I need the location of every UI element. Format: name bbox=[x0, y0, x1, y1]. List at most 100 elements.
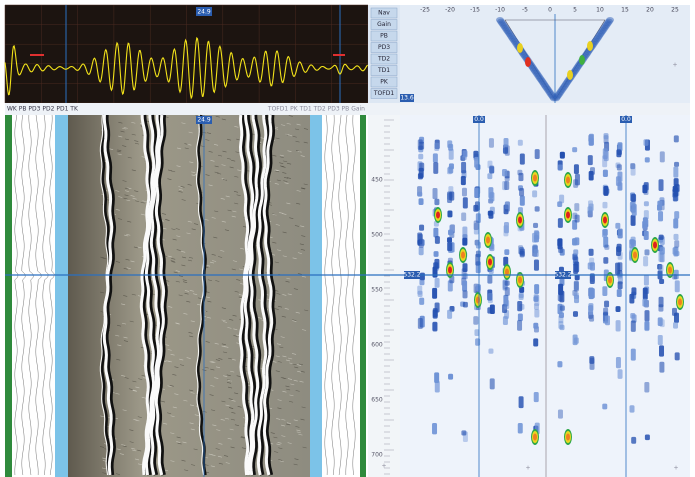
sector-axis-label: 25 bbox=[671, 7, 679, 14]
cscan-echo bbox=[602, 286, 607, 296]
cscan-echo bbox=[644, 210, 649, 219]
cscan-echo bbox=[575, 174, 580, 186]
cscan-echo bbox=[417, 192, 422, 197]
cscan-echo bbox=[603, 308, 608, 316]
cscan-echo bbox=[502, 169, 507, 176]
hit-core bbox=[653, 242, 657, 249]
cscan-echo bbox=[504, 181, 509, 190]
cscan-echo bbox=[589, 287, 594, 299]
cscan-echo bbox=[504, 300, 509, 309]
cscan-echo bbox=[419, 247, 424, 256]
sidebar-button-label[interactable]: PD3 bbox=[378, 44, 390, 51]
cscan-echo bbox=[616, 357, 621, 368]
sector-hot bbox=[587, 41, 593, 51]
cscan-echo bbox=[490, 378, 495, 389]
cscan-echo bbox=[462, 188, 467, 197]
sidebar-button-label[interactable]: Nav bbox=[378, 10, 390, 17]
cscan-echo bbox=[588, 305, 593, 315]
cscan-echo bbox=[573, 249, 578, 255]
cscan-echo bbox=[519, 294, 524, 300]
cscan-echo bbox=[645, 157, 650, 162]
cscan-echo bbox=[558, 238, 563, 249]
sidebar-button-label[interactable]: TOFD1 bbox=[373, 90, 394, 97]
cscan-echo bbox=[447, 242, 452, 251]
cscan-echo bbox=[462, 281, 467, 292]
cscan-echo bbox=[603, 257, 608, 264]
cscan-echo bbox=[617, 229, 622, 238]
cscan-echo bbox=[574, 164, 579, 174]
hit-core bbox=[678, 299, 682, 306]
cscan-echo bbox=[488, 187, 493, 198]
cscan-echo bbox=[617, 164, 622, 170]
cscan-echo bbox=[603, 170, 608, 177]
cscan-echo bbox=[487, 307, 492, 313]
cscan-echo bbox=[618, 281, 623, 289]
sector-hot bbox=[517, 43, 523, 53]
cscan-echo bbox=[504, 249, 509, 255]
cscan-echo bbox=[615, 263, 620, 275]
cscan-echo bbox=[447, 310, 452, 319]
cscan-echo bbox=[461, 162, 466, 174]
sidebar-button-label[interactable]: TD1 bbox=[377, 67, 390, 74]
hit-core bbox=[566, 212, 570, 219]
cscan-echo bbox=[602, 404, 607, 410]
cscan-echo bbox=[532, 244, 537, 253]
sector-axis-label: 0 bbox=[548, 7, 552, 14]
cscan-echo bbox=[463, 197, 468, 208]
cscan-echo bbox=[589, 138, 594, 146]
cscan-echo bbox=[605, 316, 610, 326]
cscan-echo bbox=[534, 392, 539, 402]
cscan-echo bbox=[674, 240, 679, 247]
ruler bbox=[368, 115, 400, 477]
cscan-echo bbox=[643, 288, 648, 300]
cscan-echo bbox=[419, 225, 424, 231]
cscan-right-cursor: 532.2 bbox=[554, 272, 571, 279]
cscan-echo bbox=[674, 211, 679, 219]
cscan-echo bbox=[517, 320, 522, 331]
cscan-echo bbox=[448, 166, 453, 173]
cscan-echo bbox=[461, 213, 466, 221]
cscan-echo bbox=[604, 245, 609, 250]
cscan-echo bbox=[615, 223, 620, 229]
cscan-echo bbox=[644, 382, 649, 393]
cscan-echo bbox=[488, 211, 493, 219]
cscan-echo bbox=[672, 308, 677, 316]
ruler-label: 700 bbox=[371, 452, 383, 459]
cscan-echo bbox=[630, 405, 635, 412]
cscan-right-top: 0.0 bbox=[621, 116, 631, 123]
cscan-echo bbox=[418, 291, 423, 297]
cscan-echo bbox=[589, 171, 594, 181]
cscan-echo bbox=[574, 262, 579, 273]
sidebar-button-label[interactable]: Gain bbox=[377, 21, 391, 28]
cscan-echo bbox=[616, 176, 621, 186]
ruler-label: 550 bbox=[371, 287, 383, 294]
left-green-bar bbox=[5, 115, 12, 477]
cscan-echo bbox=[534, 230, 539, 239]
cscan-echo bbox=[461, 430, 466, 435]
cscan-echo bbox=[434, 251, 439, 257]
cscan-echo bbox=[447, 140, 452, 148]
cscan-echo bbox=[603, 186, 608, 196]
cscan-echo bbox=[604, 133, 609, 139]
cscan-echo bbox=[573, 335, 578, 346]
cscan-echo bbox=[434, 372, 439, 383]
sector-axis-label: 5 bbox=[573, 7, 577, 14]
cscan-echo bbox=[518, 314, 523, 322]
cscan-echo bbox=[532, 190, 537, 197]
cscan-echo bbox=[643, 219, 648, 227]
cscan-echo bbox=[642, 185, 647, 194]
cscan-echo bbox=[660, 319, 665, 327]
sector-axis-label: -10 bbox=[495, 7, 505, 14]
cscan-echo bbox=[520, 251, 525, 257]
hit-core bbox=[461, 252, 465, 259]
sidebar-button-label[interactable]: TD2 bbox=[377, 56, 390, 63]
cscan-echo bbox=[632, 204, 637, 216]
sidebar-button-label[interactable]: PB bbox=[380, 33, 388, 40]
sidebar-button-label[interactable]: PK bbox=[380, 79, 389, 86]
cscan-echo bbox=[630, 239, 635, 244]
cscan-echo bbox=[659, 345, 664, 356]
sector-hot bbox=[525, 57, 531, 67]
cscan-echo bbox=[617, 289, 622, 297]
cscan-echo bbox=[573, 311, 578, 317]
cscan-echo bbox=[658, 335, 663, 345]
